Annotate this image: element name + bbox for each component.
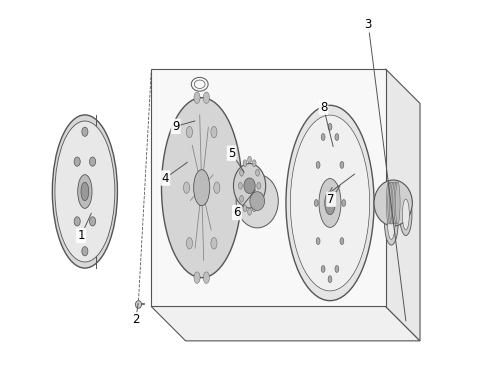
- Ellipse shape: [342, 200, 346, 206]
- Ellipse shape: [89, 217, 96, 226]
- Ellipse shape: [394, 182, 398, 224]
- Ellipse shape: [194, 92, 200, 103]
- Ellipse shape: [204, 272, 209, 283]
- Ellipse shape: [248, 208, 252, 215]
- Ellipse shape: [321, 134, 325, 141]
- Ellipse shape: [391, 182, 396, 224]
- Ellipse shape: [233, 164, 265, 208]
- Ellipse shape: [388, 182, 393, 224]
- Ellipse shape: [214, 182, 220, 193]
- Text: 3: 3: [365, 18, 372, 31]
- Ellipse shape: [135, 301, 142, 308]
- Ellipse shape: [81, 182, 89, 201]
- Ellipse shape: [74, 217, 80, 226]
- Ellipse shape: [186, 126, 192, 138]
- Ellipse shape: [290, 115, 370, 291]
- Text: 9: 9: [172, 120, 180, 133]
- Ellipse shape: [396, 182, 400, 224]
- Ellipse shape: [52, 115, 118, 268]
- Ellipse shape: [340, 237, 344, 244]
- Ellipse shape: [194, 272, 200, 283]
- Ellipse shape: [248, 156, 252, 163]
- Ellipse shape: [239, 182, 242, 189]
- Ellipse shape: [256, 169, 260, 176]
- Ellipse shape: [328, 276, 332, 283]
- Ellipse shape: [286, 105, 374, 301]
- Polygon shape: [385, 69, 420, 341]
- Ellipse shape: [316, 162, 320, 169]
- Ellipse shape: [243, 205, 247, 212]
- Ellipse shape: [328, 123, 332, 130]
- Ellipse shape: [74, 157, 80, 166]
- Ellipse shape: [211, 237, 217, 249]
- Ellipse shape: [161, 98, 242, 278]
- Ellipse shape: [387, 205, 395, 239]
- Ellipse shape: [82, 127, 88, 136]
- Polygon shape: [151, 69, 385, 306]
- Ellipse shape: [89, 157, 96, 166]
- Ellipse shape: [386, 182, 391, 224]
- Ellipse shape: [78, 175, 92, 208]
- Ellipse shape: [340, 162, 344, 169]
- Ellipse shape: [257, 182, 261, 189]
- Ellipse shape: [324, 191, 336, 215]
- Ellipse shape: [250, 192, 264, 211]
- Text: 8: 8: [320, 101, 327, 114]
- Ellipse shape: [193, 170, 210, 206]
- Ellipse shape: [252, 205, 256, 212]
- Ellipse shape: [384, 199, 398, 245]
- Ellipse shape: [211, 126, 217, 138]
- Ellipse shape: [335, 265, 339, 272]
- Ellipse shape: [186, 237, 192, 249]
- Text: 2: 2: [132, 313, 140, 326]
- Polygon shape: [151, 306, 420, 341]
- Ellipse shape: [389, 182, 394, 224]
- Ellipse shape: [236, 174, 278, 228]
- Ellipse shape: [316, 237, 320, 244]
- Ellipse shape: [393, 182, 397, 224]
- Ellipse shape: [244, 178, 255, 193]
- Text: 7: 7: [327, 193, 335, 206]
- Text: 6: 6: [233, 206, 240, 219]
- Ellipse shape: [321, 265, 325, 272]
- Ellipse shape: [319, 178, 341, 228]
- Ellipse shape: [183, 182, 190, 193]
- Ellipse shape: [335, 134, 339, 141]
- Ellipse shape: [252, 160, 256, 167]
- Ellipse shape: [374, 180, 412, 226]
- Ellipse shape: [256, 195, 260, 202]
- Text: 5: 5: [228, 147, 235, 160]
- Ellipse shape: [314, 200, 318, 206]
- Ellipse shape: [400, 193, 412, 236]
- Ellipse shape: [402, 199, 409, 230]
- Ellipse shape: [55, 121, 115, 262]
- Text: 1: 1: [77, 229, 85, 242]
- Text: 4: 4: [162, 172, 169, 185]
- Ellipse shape: [240, 195, 243, 202]
- Ellipse shape: [82, 247, 88, 256]
- Ellipse shape: [240, 169, 243, 176]
- Ellipse shape: [204, 92, 209, 103]
- Ellipse shape: [243, 160, 247, 167]
